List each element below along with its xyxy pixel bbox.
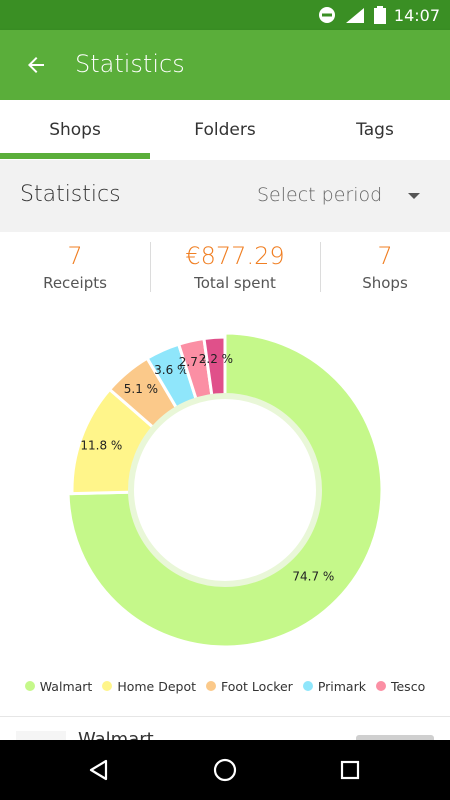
period-label: Select period	[257, 184, 383, 206]
summary-divider	[150, 242, 151, 292]
legend-dot	[375, 681, 386, 691]
tab-bar: Shops Folders Tags	[0, 100, 450, 161]
summary-total: €877.29 Total spent	[150, 232, 320, 300]
legend-dot	[24, 681, 35, 691]
legend-label: Walmart	[39, 678, 93, 694]
nav-recents-button[interactable]	[325, 750, 375, 790]
page-title: Statistics	[75, 50, 185, 78]
total-spent-label: Total spent	[194, 274, 276, 292]
recents-square-icon	[340, 760, 360, 780]
legend-item[interactable]: Home Depot	[102, 679, 196, 694]
status-icons: 14:07	[318, 5, 440, 25]
shop-list: Walmart	[0, 716, 450, 741]
legend-label: Tesco	[390, 678, 426, 694]
slice-label: 2.7 %	[179, 355, 213, 369]
summary-receipts: 7 Receipts	[0, 232, 150, 300]
period-dropdown[interactable]: Select period	[257, 184, 427, 210]
slice-label: 2.2 %	[199, 352, 233, 366]
do-not-disturb-icon	[318, 7, 335, 23]
status-time: 14:07	[393, 5, 440, 25]
back-button[interactable]	[18, 47, 54, 83]
system-nav-bar	[0, 740, 450, 800]
pie-slice[interactable]	[202, 335, 227, 403]
slice-label: 3.6 %	[154, 363, 188, 377]
active-tab-indicator	[0, 153, 150, 159]
slice-label: 11.8 %	[80, 438, 122, 452]
legend-dot	[206, 681, 217, 691]
statistics-header: Statistics Select period	[0, 160, 450, 233]
tab-shops[interactable]: Shops	[49, 120, 101, 140]
nav-home-button[interactable]	[200, 750, 250, 790]
slice-label: 5.1 %	[124, 382, 158, 396]
summary-row: 7 Receipts €877.29 Total spent 7 Shops	[0, 232, 450, 301]
shops-label: Shops	[362, 274, 408, 292]
legend-item[interactable]: Tesco	[375, 678, 426, 694]
arrow-back-icon	[28, 57, 44, 73]
legend-label: Home Depot	[117, 678, 197, 694]
legend-item[interactable]: Foot Locker	[206, 679, 293, 694]
shop-thumbnail	[16, 731, 66, 741]
status-bar: 14:07	[0, 0, 450, 30]
legend-item[interactable]: Primark	[302, 678, 366, 694]
shop-name[interactable]: Walmart	[78, 729, 154, 741]
receipts-count: 7	[67, 242, 83, 270]
legend-label: Primark	[317, 678, 366, 694]
nav-back-button[interactable]	[74, 750, 124, 790]
battery-icon	[373, 6, 386, 24]
receipts-label: Receipts	[43, 274, 107, 292]
summary-shops: 7 Shops	[320, 232, 450, 300]
legend-dot	[102, 681, 113, 691]
tab-folders[interactable]: Folders	[194, 120, 256, 140]
legend-item[interactable]: Walmart	[24, 678, 93, 694]
shop-amount-badge[interactable]	[356, 735, 434, 741]
back-triangle-icon	[89, 759, 108, 781]
legend-dot	[302, 681, 313, 691]
signal-icon	[345, 8, 364, 23]
tab-tags[interactable]: Tags	[356, 120, 394, 140]
app-bar: Statistics	[0, 30, 450, 100]
donut-inner-ring	[128, 393, 322, 587]
pie-slice[interactable]	[66, 331, 384, 649]
shops-count: 7	[377, 242, 393, 270]
home-circle-icon	[213, 758, 237, 782]
statistics-title: Statistics	[20, 182, 121, 207]
donut-chart: 74.7 % 11.8 % 5.1 % 3.6 %2.7 %2.2 %	[66, 331, 384, 649]
slice-label: 74.7 %	[292, 569, 334, 583]
summary-divider	[320, 242, 321, 292]
total-spent-value: €877.29	[185, 242, 285, 270]
chart-legend: Walmart Home Depot Foot Locker Primark Tesco	[0, 676, 450, 696]
chart-area: 74.7 % 11.8 % 5.1 % 3.6 % 2.7 % 2.2 % Walmart…	[0, 300, 450, 715]
chevron-down-icon	[408, 193, 420, 199]
legend-label: Foot Locker	[221, 678, 293, 694]
